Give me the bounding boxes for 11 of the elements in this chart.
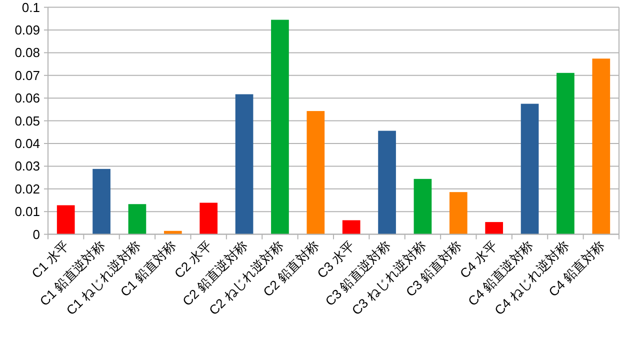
y-tick-label: 0.08	[14, 45, 40, 60]
y-tick-label: 0.1	[22, 0, 40, 15]
y-tick-label: 0.02	[14, 181, 40, 196]
y-tick-label: 0.06	[14, 90, 40, 106]
y-tick-label: 0.07	[14, 68, 40, 83]
y-tick-label: 0.03	[14, 158, 40, 174]
y-tick-label: 0.01	[14, 204, 40, 220]
y-tick-label: 0.09	[14, 22, 40, 38]
y-tick-label: 0	[32, 226, 40, 242]
y-tick-label: 0.05	[14, 113, 40, 128]
y-tick-label: 0.04	[14, 136, 40, 151]
